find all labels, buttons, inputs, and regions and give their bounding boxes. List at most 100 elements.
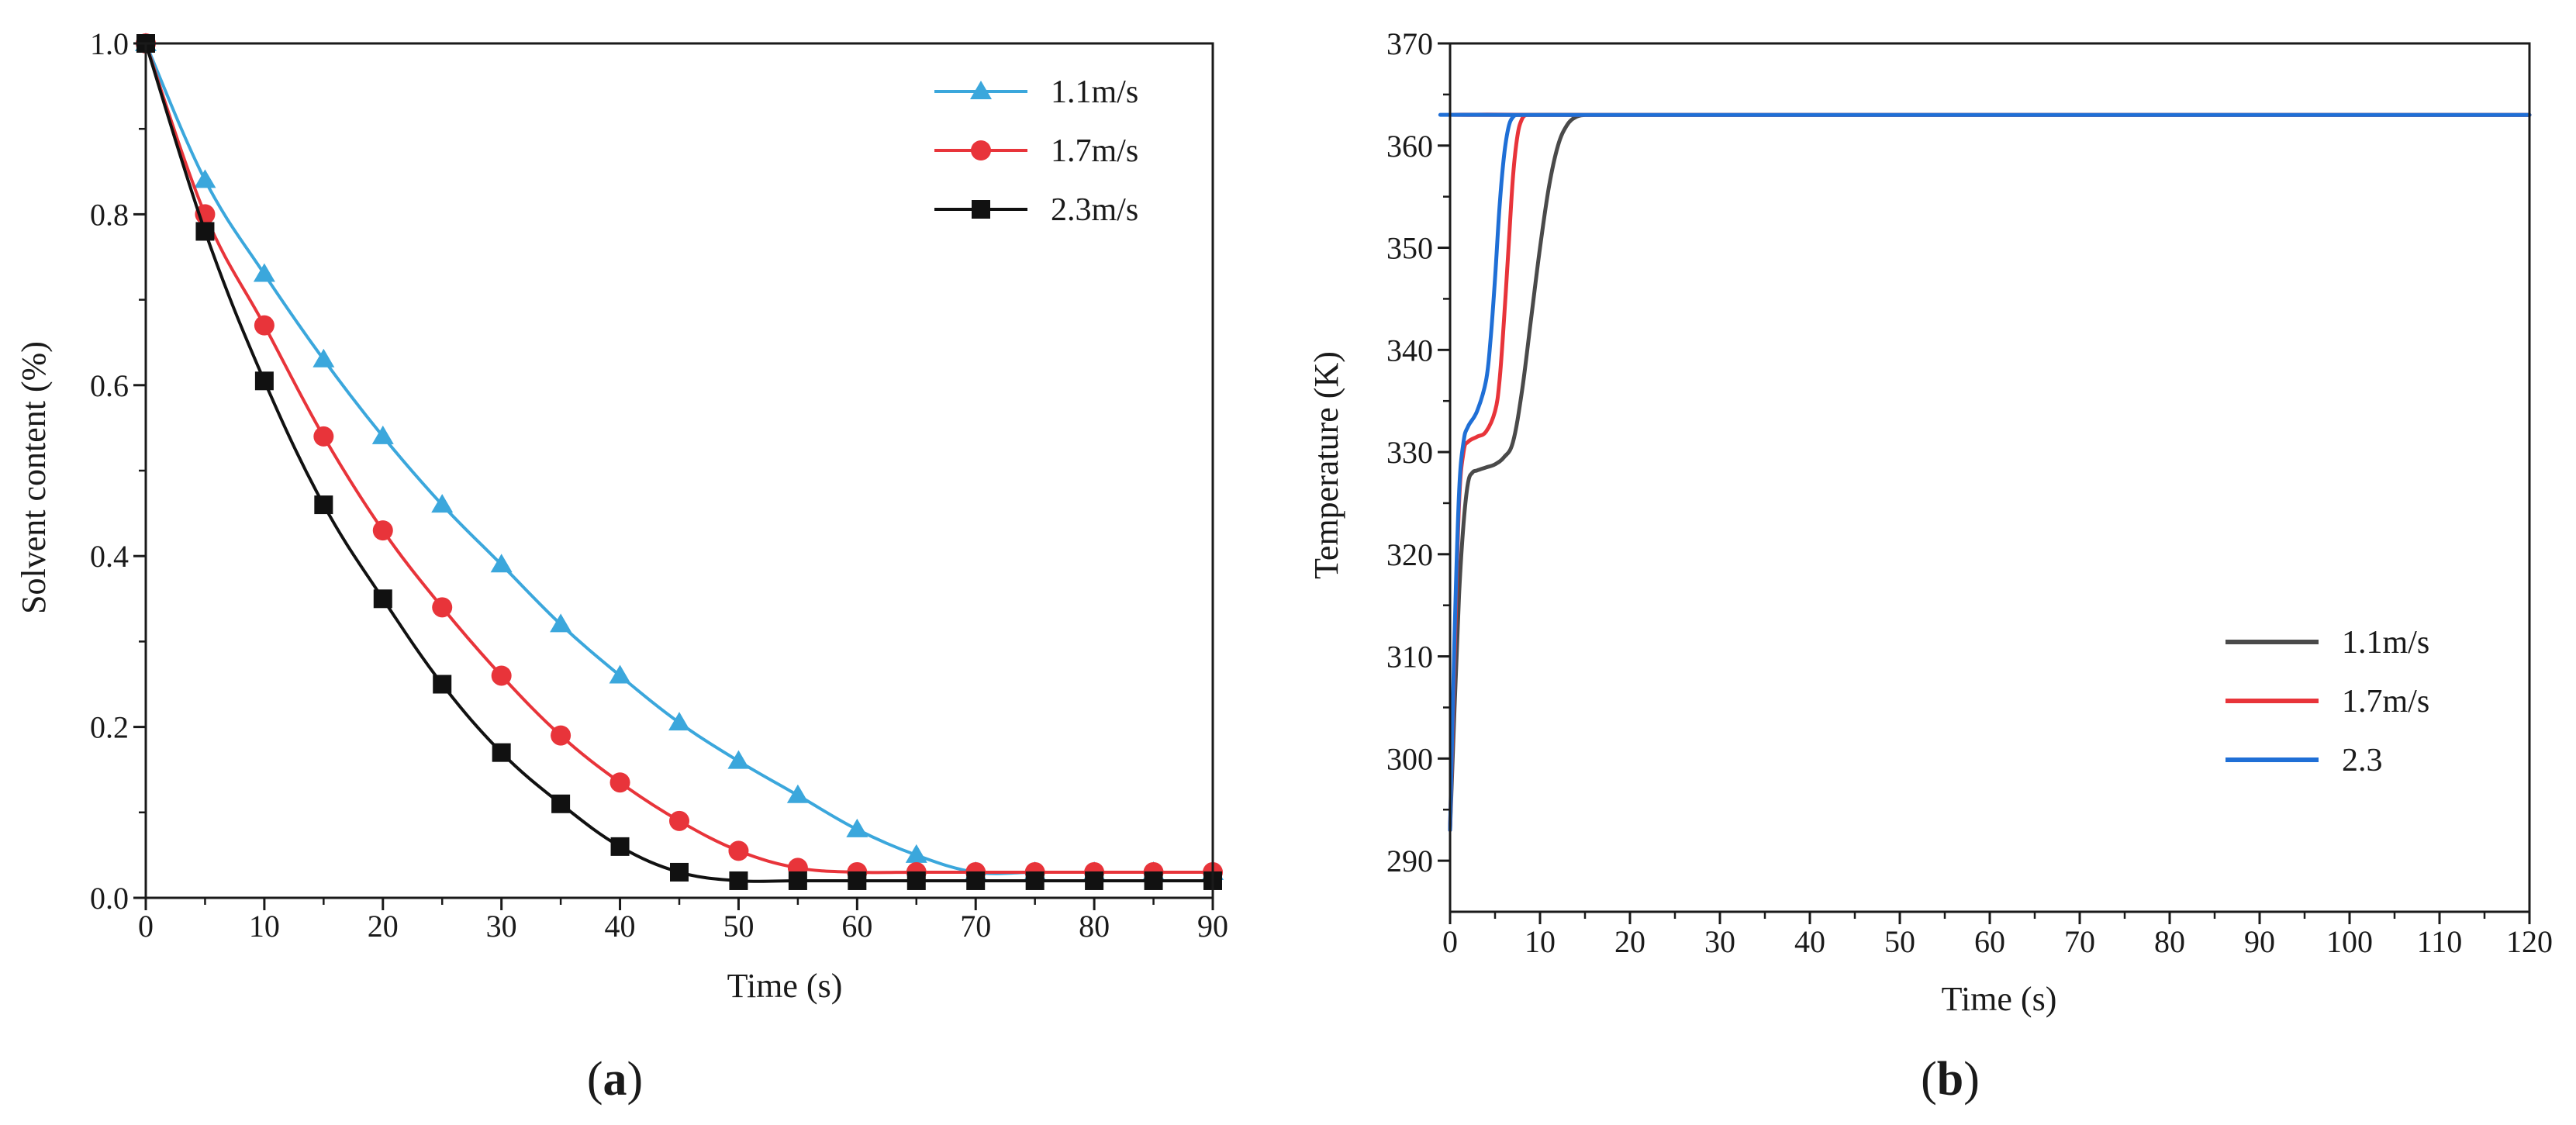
series-line-a-2 (144, 42, 1214, 883)
y-tick-label: 0.2 (90, 710, 129, 745)
data-point-a-2-4 (373, 589, 392, 609)
panel-b-caption: (b) (1921, 1053, 1980, 1106)
panel-b-x-axis-title: Time (s) (1942, 980, 2057, 1018)
data-point-a-1-3 (313, 426, 334, 447)
x-tick-label: 70 (2064, 924, 2095, 959)
data-point-a-0-1 (194, 169, 216, 188)
x-tick-label: 20 (368, 909, 399, 944)
panel-b-axes (1449, 42, 2531, 913)
y-tick-label: 370 (1386, 26, 1433, 61)
panel-b-ticks: 0 10 20 30 40 50 60 70 80 90 100 110 120 290 300 310 320… (1386, 26, 2553, 959)
y-tick-label: 1.0 (90, 26, 129, 61)
panel-a-legend: 1.1m/s 1.7m/s 2.3m/s (934, 74, 1138, 228)
x-tick-label: 30 (1704, 924, 1735, 959)
x-tick-label: 80 (2154, 924, 2185, 959)
data-point-a-0-2 (253, 263, 275, 282)
data-point-a-1-6 (491, 665, 512, 686)
data-point-a-0-9 (668, 712, 690, 731)
y-tick-label: 290 (1386, 844, 1433, 878)
panel-b-caption-close: ) (1963, 1053, 1980, 1106)
data-point-a-0-4 (371, 425, 394, 444)
x-tick-label: 10 (249, 909, 280, 944)
x-tick-label: 110 (2417, 924, 2463, 959)
y-tick-label: 350 (1386, 231, 1433, 266)
legend-marker (970, 81, 992, 99)
data-point-a-2-13 (906, 871, 926, 890)
panel-a-chart: 0 10 20 30 40 50 60 70 80 90 0.0 0.2 0.4 0.6 0.8 1.0 Ti… (15, 26, 1228, 1005)
panel-a-caption-close: ) (627, 1053, 644, 1106)
x-tick-label: 20 (1614, 924, 1645, 959)
y-tick-label: 0.0 (90, 881, 129, 916)
legend-marker (971, 140, 991, 160)
panel-a-x-axis-title: Time (s) (727, 967, 843, 1005)
y-tick-label: 0.8 (90, 197, 129, 232)
panel-a-plot-area (135, 33, 1224, 890)
data-point-a-1-9 (669, 810, 689, 831)
y-tick-label: 340 (1386, 333, 1433, 368)
y-tick-label: 300 (1386, 741, 1433, 776)
y-tick-label: 330 (1386, 435, 1433, 470)
y-tick-label: 320 (1386, 537, 1433, 572)
panel-b-y-axis-title: Temperature (K) (1307, 351, 1345, 579)
data-point-a-2-16 (1085, 871, 1104, 890)
data-point-a-0-11 (786, 784, 809, 803)
panel-b-caption-letter: b (1937, 1053, 1963, 1106)
y-tick-label: 310 (1386, 640, 1433, 675)
x-tick-label: 0 (138, 909, 154, 944)
data-point-a-2-6 (492, 743, 511, 762)
data-point-a-1-8 (609, 772, 630, 793)
data-point-a-2-11 (788, 871, 807, 890)
x-tick-label: 10 (1525, 924, 1556, 959)
panel-b-caption-open: ( (1921, 1053, 1937, 1106)
x-tick-label: 50 (723, 909, 754, 944)
data-point-a-0-8 (609, 664, 631, 684)
x-tick-label: 90 (1197, 909, 1228, 944)
x-tick-label: 0 (1442, 924, 1458, 959)
panel-b-chart: 0 10 20 30 40 50 60 70 80 90 100 110 120 290 300 310 320… (1307, 26, 2553, 1018)
data-point-a-0-12 (846, 818, 868, 837)
legend-label: 1.7m/s (1051, 133, 1138, 169)
data-point-a-2-7 (551, 794, 571, 813)
x-tick-label: 80 (1079, 909, 1110, 944)
data-point-a-2-5 (433, 675, 452, 694)
x-tick-label: 120 (2506, 924, 2553, 959)
legend-label: 1.1m/s (2342, 625, 2429, 661)
data-point-a-1-10 (728, 840, 749, 861)
panel-a-caption: (a) (587, 1053, 643, 1106)
data-point-a-2-1 (195, 222, 215, 241)
data-point-a-2-8 (610, 837, 630, 856)
data-point-a-0-5 (431, 494, 454, 513)
y-tick-label: 0.4 (90, 539, 129, 574)
data-point-a-0-6 (490, 554, 513, 573)
data-point-a-2-17 (1144, 871, 1163, 890)
data-point-a-2-12 (848, 871, 867, 890)
data-point-a-1-4 (372, 520, 393, 541)
x-tick-label: 30 (486, 909, 517, 944)
data-point-a-2-10 (729, 871, 748, 890)
panel-b-legend: 1.1m/s 1.7m/s 2.3 (2226, 625, 2429, 778)
panel-b-plot-area (1438, 112, 2532, 833)
data-point-a-0-3 (313, 348, 335, 368)
data-point-a-2-9 (670, 862, 689, 882)
data-point-a-1-2 (254, 315, 275, 336)
x-tick-label: 90 (2244, 924, 2275, 959)
data-point-a-0-13 (905, 844, 927, 863)
x-tick-label: 50 (1884, 924, 1915, 959)
legend-label: 2.3m/s (1051, 192, 1138, 228)
x-tick-label: 40 (1794, 924, 1825, 959)
plot-frame (1449, 42, 2531, 913)
series-line-b-1 (1448, 112, 2532, 833)
panel-a-caption-open: ( (587, 1053, 603, 1106)
series-line-b-2 (1438, 112, 2532, 833)
x-tick-label: 100 (2326, 924, 2373, 959)
data-point-a-2-14 (966, 871, 986, 890)
y-tick-label: 360 (1386, 129, 1433, 164)
x-tick-label: 60 (841, 909, 872, 944)
x-tick-label: 70 (960, 909, 991, 944)
data-point-a-0-10 (727, 750, 750, 769)
x-tick-label: 60 (1974, 924, 2005, 959)
legend-label: 2.3 (2342, 743, 2383, 778)
series-line-b-0 (1448, 112, 2532, 833)
data-point-a-2-2 (254, 371, 274, 391)
